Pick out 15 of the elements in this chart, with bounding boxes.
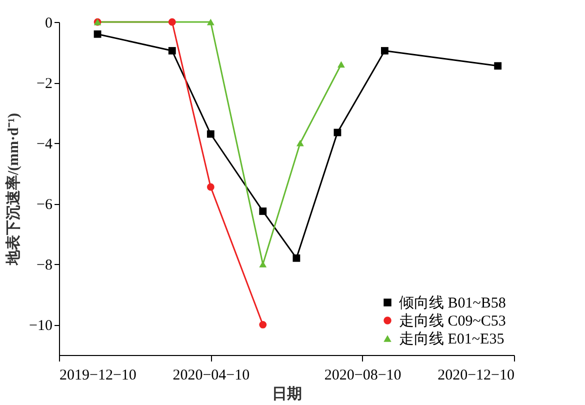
y-tick-label: −10: [29, 318, 52, 334]
legend-label: 走向线 E01~E35: [399, 330, 504, 348]
y-tick-label: −2: [36, 76, 52, 92]
x-tick-label: 2019−12−10: [60, 368, 136, 384]
x-axis-title: 日期: [272, 386, 302, 402]
x-tick-label: 2020−08−10: [324, 368, 402, 384]
y-tick-label: 0: [45, 16, 52, 32]
y-tick-label: −6: [36, 197, 53, 214]
y-tick-label: −4: [36, 136, 53, 153]
x-tick-label: 2020−12−10: [438, 368, 514, 384]
y-tick-label: −8: [36, 258, 52, 274]
legend-label: 走向线 C09~C53: [399, 312, 506, 330]
x-tick-label: 2020−04−10: [172, 368, 250, 384]
legend-label: 倾向线 B01~B58: [399, 294, 506, 312]
y-axis-title: 地表下沉速率/(mm·d⁻¹): [4, 113, 22, 266]
